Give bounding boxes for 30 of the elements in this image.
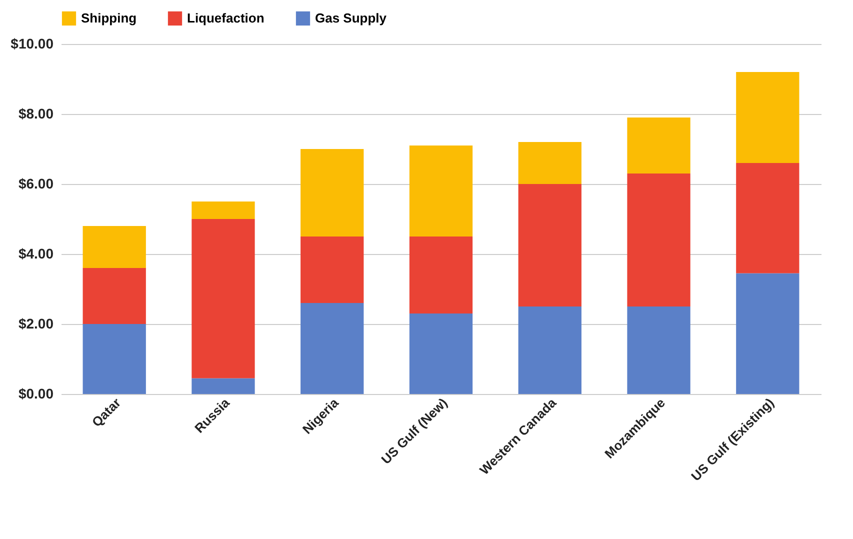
- bar: [192, 378, 255, 394]
- bar: [627, 118, 690, 174]
- bar: [192, 202, 255, 219]
- y-tick-label: $6.00: [18, 176, 54, 192]
- legend-label: Shipping: [81, 10, 137, 26]
- legend-label: Liquefaction: [187, 10, 264, 26]
- bar: [82, 226, 146, 268]
- y-tick-label: $10.00: [10, 36, 54, 52]
- bar: [736, 72, 800, 163]
- bar: [82, 324, 146, 394]
- bar: [518, 184, 582, 306]
- bar: [300, 149, 364, 236]
- bar: [627, 306, 690, 394]
- bar: [300, 236, 364, 303]
- bar: [300, 303, 364, 394]
- bar: [518, 142, 582, 184]
- bar: [627, 174, 690, 306]
- y-tick-label: $0.00: [18, 386, 54, 402]
- bar: [409, 314, 473, 394]
- legend-label: Gas Supply: [315, 10, 388, 26]
- bar: [409, 146, 473, 236]
- bar: [736, 273, 800, 394]
- bar: [409, 236, 473, 314]
- bar: [518, 306, 582, 394]
- bar: [82, 268, 146, 324]
- y-tick-label: $8.00: [18, 106, 54, 122]
- bar: [192, 219, 255, 378]
- y-tick-label: $2.00: [18, 316, 54, 332]
- bar: [736, 163, 800, 274]
- y-tick-label: $4.00: [18, 246, 54, 262]
